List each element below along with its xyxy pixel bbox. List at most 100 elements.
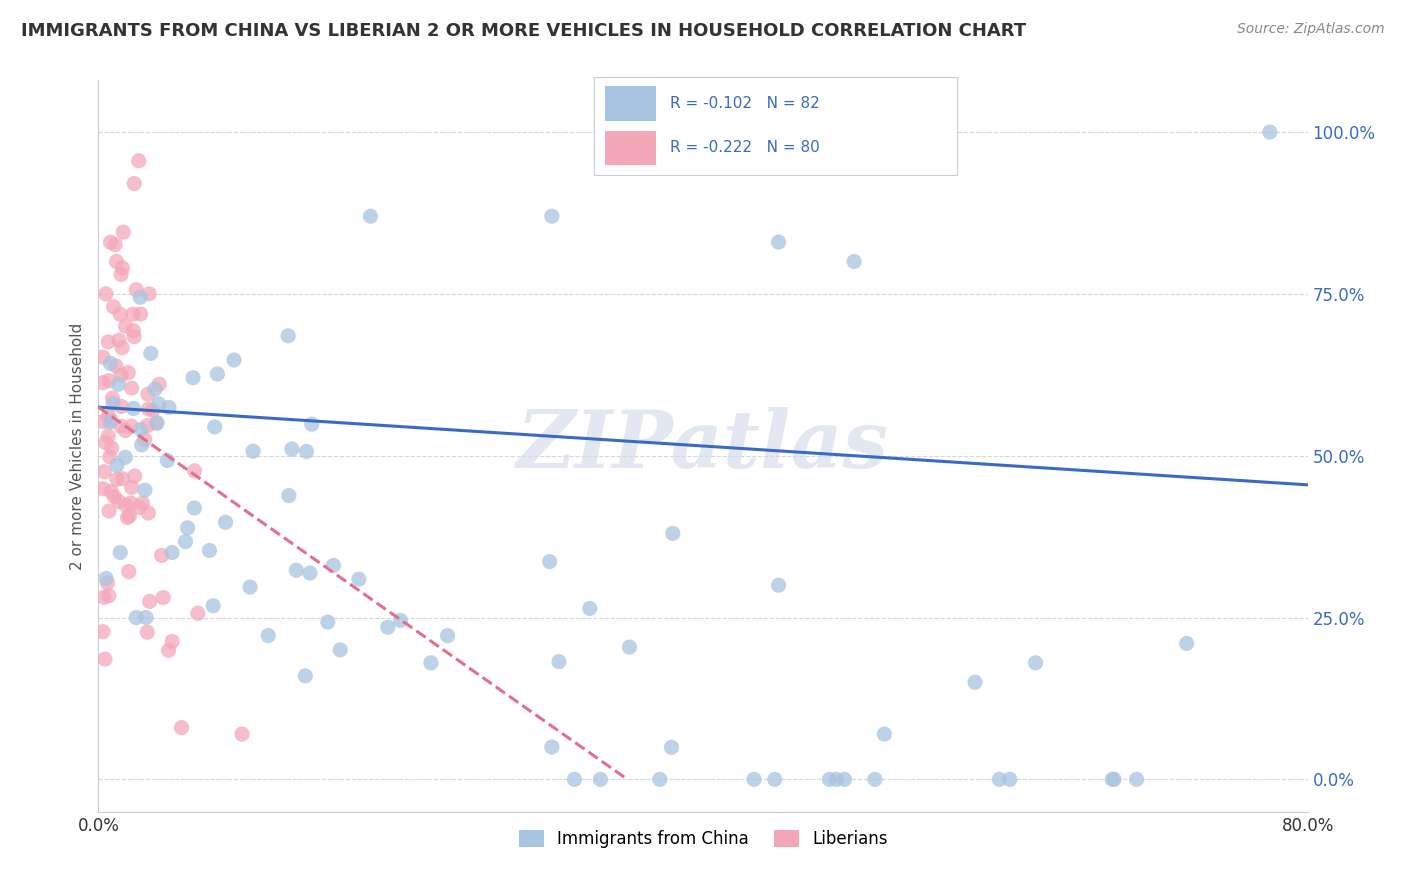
Point: [131, 438, 153, 452]
Point: [538, 555, 561, 569]
Point: [94, 435, 117, 450]
Point: [1175, 636, 1198, 650]
Point: [548, 655, 571, 669]
Point: [834, 772, 856, 787]
Point: [540, 209, 562, 223]
Point: [117, 366, 139, 380]
Point: [100, 235, 122, 249]
Point: [94, 652, 117, 666]
Point: [863, 772, 886, 787]
Point: [377, 620, 399, 634]
Point: [231, 727, 253, 741]
Point: [136, 418, 159, 433]
Point: [98, 450, 121, 464]
Point: [98, 356, 121, 370]
Point: [114, 450, 136, 465]
Point: [329, 643, 352, 657]
Point: [105, 254, 128, 268]
Point: [150, 549, 173, 563]
Point: [110, 268, 132, 282]
Point: [138, 506, 160, 520]
Point: [818, 772, 841, 787]
Point: [170, 721, 193, 735]
Point: [145, 416, 167, 430]
Point: [187, 607, 209, 621]
Point: [157, 643, 180, 657]
Point: [120, 496, 142, 510]
Point: [294, 669, 316, 683]
Point: [134, 483, 156, 498]
Point: [97, 589, 120, 603]
Point: [122, 177, 145, 191]
Point: [104, 237, 127, 252]
Point: [198, 543, 221, 558]
Point: [157, 401, 180, 415]
Point: [134, 433, 156, 447]
Point: [100, 441, 122, 455]
Point: [128, 500, 150, 515]
Point: [204, 420, 226, 434]
Point: [207, 367, 229, 381]
Point: [91, 350, 114, 364]
Point: [124, 469, 146, 483]
Point: [143, 382, 166, 396]
Point: [108, 333, 131, 347]
Point: [121, 480, 143, 494]
Point: [97, 429, 120, 443]
Point: [107, 377, 129, 392]
Point: [120, 419, 142, 434]
Point: [136, 387, 159, 401]
Point: [122, 324, 145, 338]
Point: [222, 353, 245, 368]
Point: [98, 504, 121, 518]
Point: [183, 500, 205, 515]
Point: [94, 571, 117, 585]
Point: [768, 235, 790, 249]
Point: [100, 484, 122, 499]
Point: [589, 772, 612, 787]
Point: [115, 499, 138, 513]
Point: [202, 599, 225, 613]
Point: [540, 739, 562, 754]
Point: [183, 464, 205, 478]
Point: [148, 377, 170, 392]
Point: [91, 624, 114, 639]
Point: [114, 319, 136, 334]
Point: [873, 727, 896, 741]
Point: [111, 260, 134, 275]
Point: [110, 400, 132, 414]
Point: [111, 341, 134, 355]
Point: [763, 772, 786, 787]
Point: [122, 401, 145, 416]
Point: [301, 417, 323, 432]
Point: [579, 601, 602, 615]
Point: [619, 640, 641, 654]
Point: [146, 416, 169, 430]
Point: [122, 307, 145, 321]
Point: [91, 482, 114, 496]
Point: [105, 458, 128, 473]
Point: [148, 397, 170, 411]
Point: [97, 334, 120, 349]
Point: [316, 615, 339, 629]
Point: [108, 494, 131, 508]
Point: [91, 415, 114, 429]
Point: [295, 444, 318, 458]
Point: [129, 307, 152, 321]
Point: [94, 286, 117, 301]
Point: [91, 376, 114, 390]
Point: [131, 496, 153, 510]
Point: [965, 675, 987, 690]
Point: [138, 286, 160, 301]
Point: [661, 740, 683, 755]
Point: [118, 508, 141, 523]
Point: [160, 634, 183, 648]
Point: [1258, 125, 1281, 139]
Point: [768, 578, 790, 592]
Point: [117, 510, 139, 524]
Point: [998, 772, 1021, 787]
Point: [156, 453, 179, 467]
Point: [125, 283, 148, 297]
Legend: Immigrants from China, Liberians: Immigrants from China, Liberians: [512, 823, 894, 855]
Point: [139, 346, 162, 360]
